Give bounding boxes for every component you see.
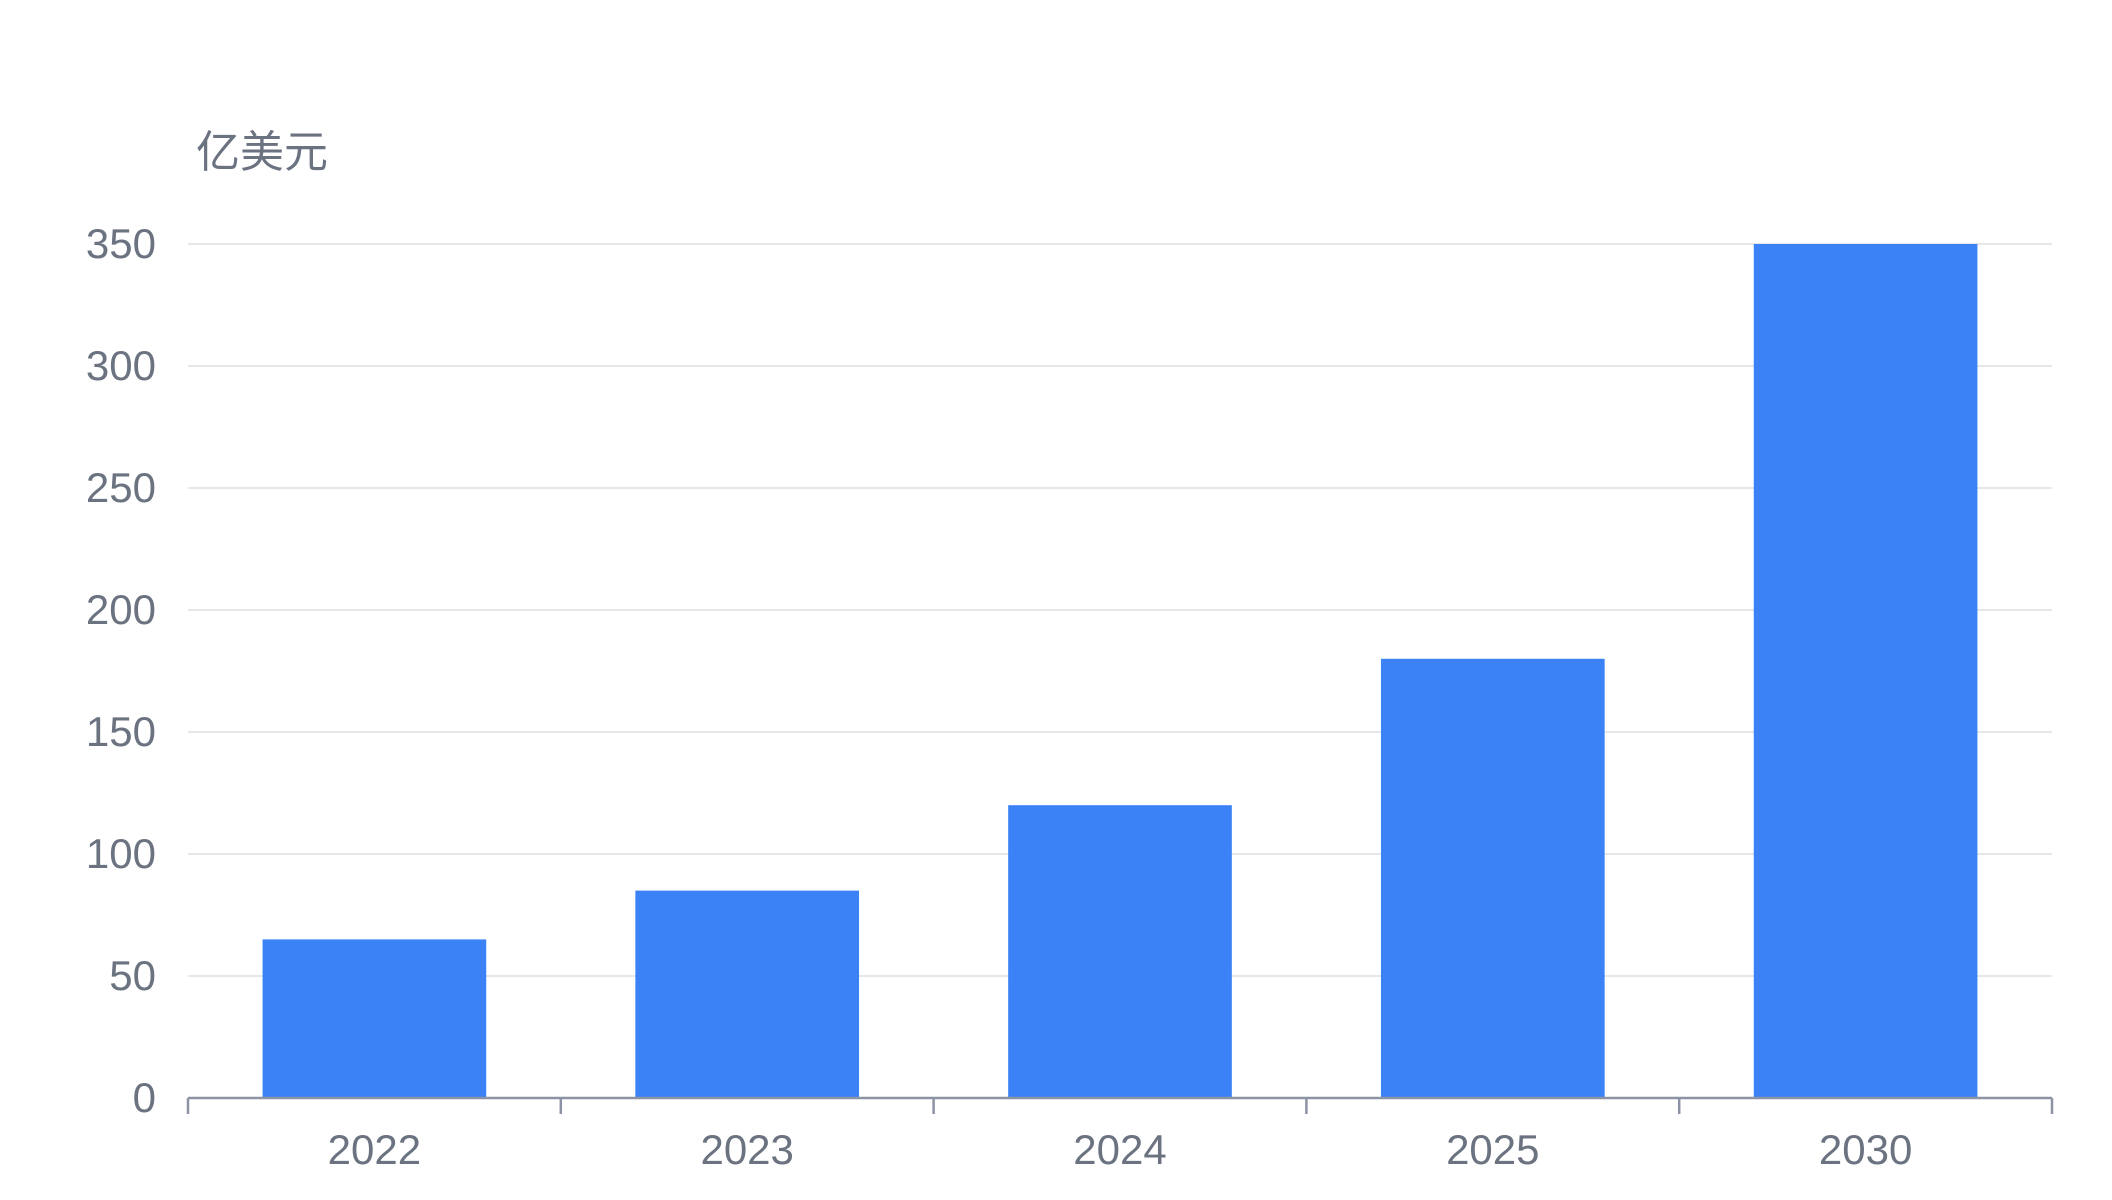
bars	[262, 244, 1978, 1098]
y-tick-label: 300	[86, 342, 156, 389]
x-axis-ticks: 2022 2023 2024 2025 2030	[328, 1126, 1913, 1173]
x-tick-label: 2024	[1073, 1126, 1166, 1173]
y-axis-ticks: 0 50 100 150 200 250 300 350	[86, 220, 156, 1121]
y-tick-label: 0	[133, 1074, 156, 1121]
y-tick-label: 350	[86, 220, 156, 267]
y-axis-unit-label: 亿美元	[196, 127, 328, 178]
x-tick-label: 2022	[328, 1126, 421, 1173]
x-tick-label: 2025	[1446, 1126, 1539, 1173]
y-tick-label: 200	[86, 586, 156, 633]
bar-2025	[1380, 658, 1605, 1098]
bar-2030	[1753, 244, 1978, 1098]
bar-2024	[1008, 805, 1232, 1098]
x-tick-label: 2030	[1819, 1126, 1912, 1173]
bar-2022	[262, 939, 487, 1098]
y-tick-label: 150	[86, 708, 156, 755]
y-tick-label: 50	[109, 952, 156, 999]
y-tick-label: 250	[86, 464, 156, 511]
grid-lines	[188, 243, 2052, 977]
bar-2023	[635, 890, 860, 1098]
x-tick-label: 2023	[700, 1126, 793, 1173]
y-tick-label: 100	[86, 830, 156, 877]
x-axis	[186, 1096, 2054, 1114]
